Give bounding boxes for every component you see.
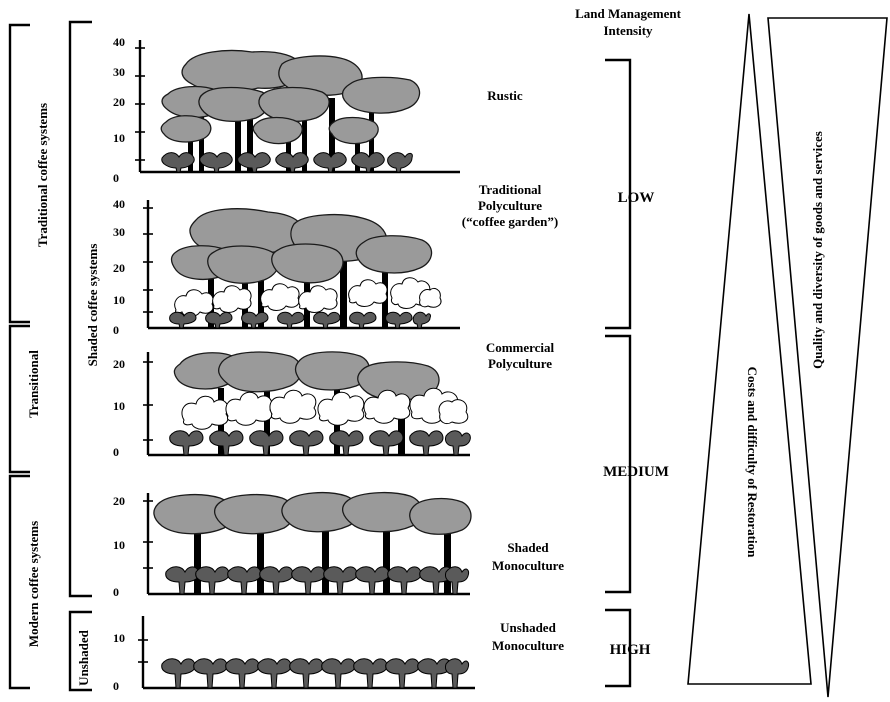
comm-tick-20: 20 bbox=[113, 357, 125, 371]
shaded-label: Shaded coffee systems bbox=[85, 244, 100, 367]
intensity-medium: MEDIUM bbox=[603, 464, 669, 480]
intensity-title-2: Intensity bbox=[603, 23, 653, 38]
traditional-label: Traditional coffee systems bbox=[35, 103, 50, 247]
rustic-tick-0: 0 bbox=[113, 171, 119, 185]
unshaded-bracket bbox=[68, 610, 92, 692]
shaded-tick-0: 0 bbox=[113, 585, 119, 599]
intensity-low: LOW bbox=[618, 190, 655, 206]
costs-triangle bbox=[687, 13, 812, 685]
rustic-label: Rustic bbox=[487, 88, 523, 103]
rustic-tick-20: 20 bbox=[113, 95, 125, 109]
transitional-label: Transitional bbox=[26, 350, 41, 418]
panel-rustic: 40 30 20 10 0 bbox=[113, 35, 460, 185]
shaded-label-1: Shaded bbox=[507, 540, 549, 555]
panel-unshaded-monoculture: 10 0 bbox=[113, 616, 475, 693]
intensity-brackets bbox=[605, 58, 632, 688]
transitional-bracket bbox=[8, 324, 30, 474]
medium-bracket bbox=[605, 334, 632, 594]
trad-tick-20: 20 bbox=[113, 261, 125, 275]
trad-tick-40: 40 bbox=[113, 197, 125, 211]
costs-label: Costs and difficulty of Restoration bbox=[745, 367, 760, 558]
unshaded-label-2: Monoculture bbox=[492, 638, 564, 653]
comm-label-2: Polyculture bbox=[488, 356, 552, 371]
comm-tick-10: 10 bbox=[113, 399, 125, 413]
rustic-tick-10: 10 bbox=[113, 131, 125, 145]
comm-label-1: Commercial bbox=[486, 340, 555, 355]
intensity-high: HIGH bbox=[610, 642, 651, 658]
left-brackets bbox=[8, 20, 92, 692]
trad-tick-10: 10 bbox=[113, 293, 125, 307]
unshaded-label-1: Unshaded bbox=[500, 620, 556, 635]
rustic-tick-30: 30 bbox=[113, 65, 125, 79]
quality-label: Quality and diversity of goods and servi… bbox=[810, 131, 825, 369]
trad-tick-0: 0 bbox=[113, 323, 119, 337]
unshaded-tick-10: 10 bbox=[113, 631, 125, 645]
shaded-tick-20: 20 bbox=[113, 494, 125, 508]
trad-label-2: Polyculture bbox=[478, 198, 542, 213]
unshaded-tick-0: 0 bbox=[113, 679, 119, 693]
trad-label-1: Traditional bbox=[479, 182, 542, 197]
traditional-bracket bbox=[8, 23, 30, 324]
modern-label: Modern coffee systems bbox=[26, 521, 41, 647]
shaded-label-2: Monoculture bbox=[492, 558, 564, 573]
intensity-title-1: Land Management bbox=[575, 6, 681, 21]
trad-tick-30: 30 bbox=[113, 225, 125, 239]
comm-tick-0: 0 bbox=[113, 445, 119, 459]
panel-traditional-polyculture: 40 30 20 10 0 bbox=[113, 197, 460, 337]
unshaded-label: Unshaded bbox=[76, 629, 91, 685]
trad-label-3: (“coffee garden”) bbox=[462, 214, 558, 229]
panel-shaded-monoculture: 20 10 0 bbox=[113, 492, 472, 599]
low-bracket bbox=[605, 58, 632, 330]
shaded-bracket bbox=[68, 20, 92, 598]
panel-commercial-polyculture: 20 10 0 bbox=[113, 351, 471, 459]
rustic-tick-40: 40 bbox=[113, 35, 125, 49]
high-bracket bbox=[605, 608, 632, 688]
modern-bracket bbox=[8, 474, 30, 690]
shaded-tick-10: 10 bbox=[113, 538, 125, 552]
quality-triangle bbox=[767, 17, 888, 698]
